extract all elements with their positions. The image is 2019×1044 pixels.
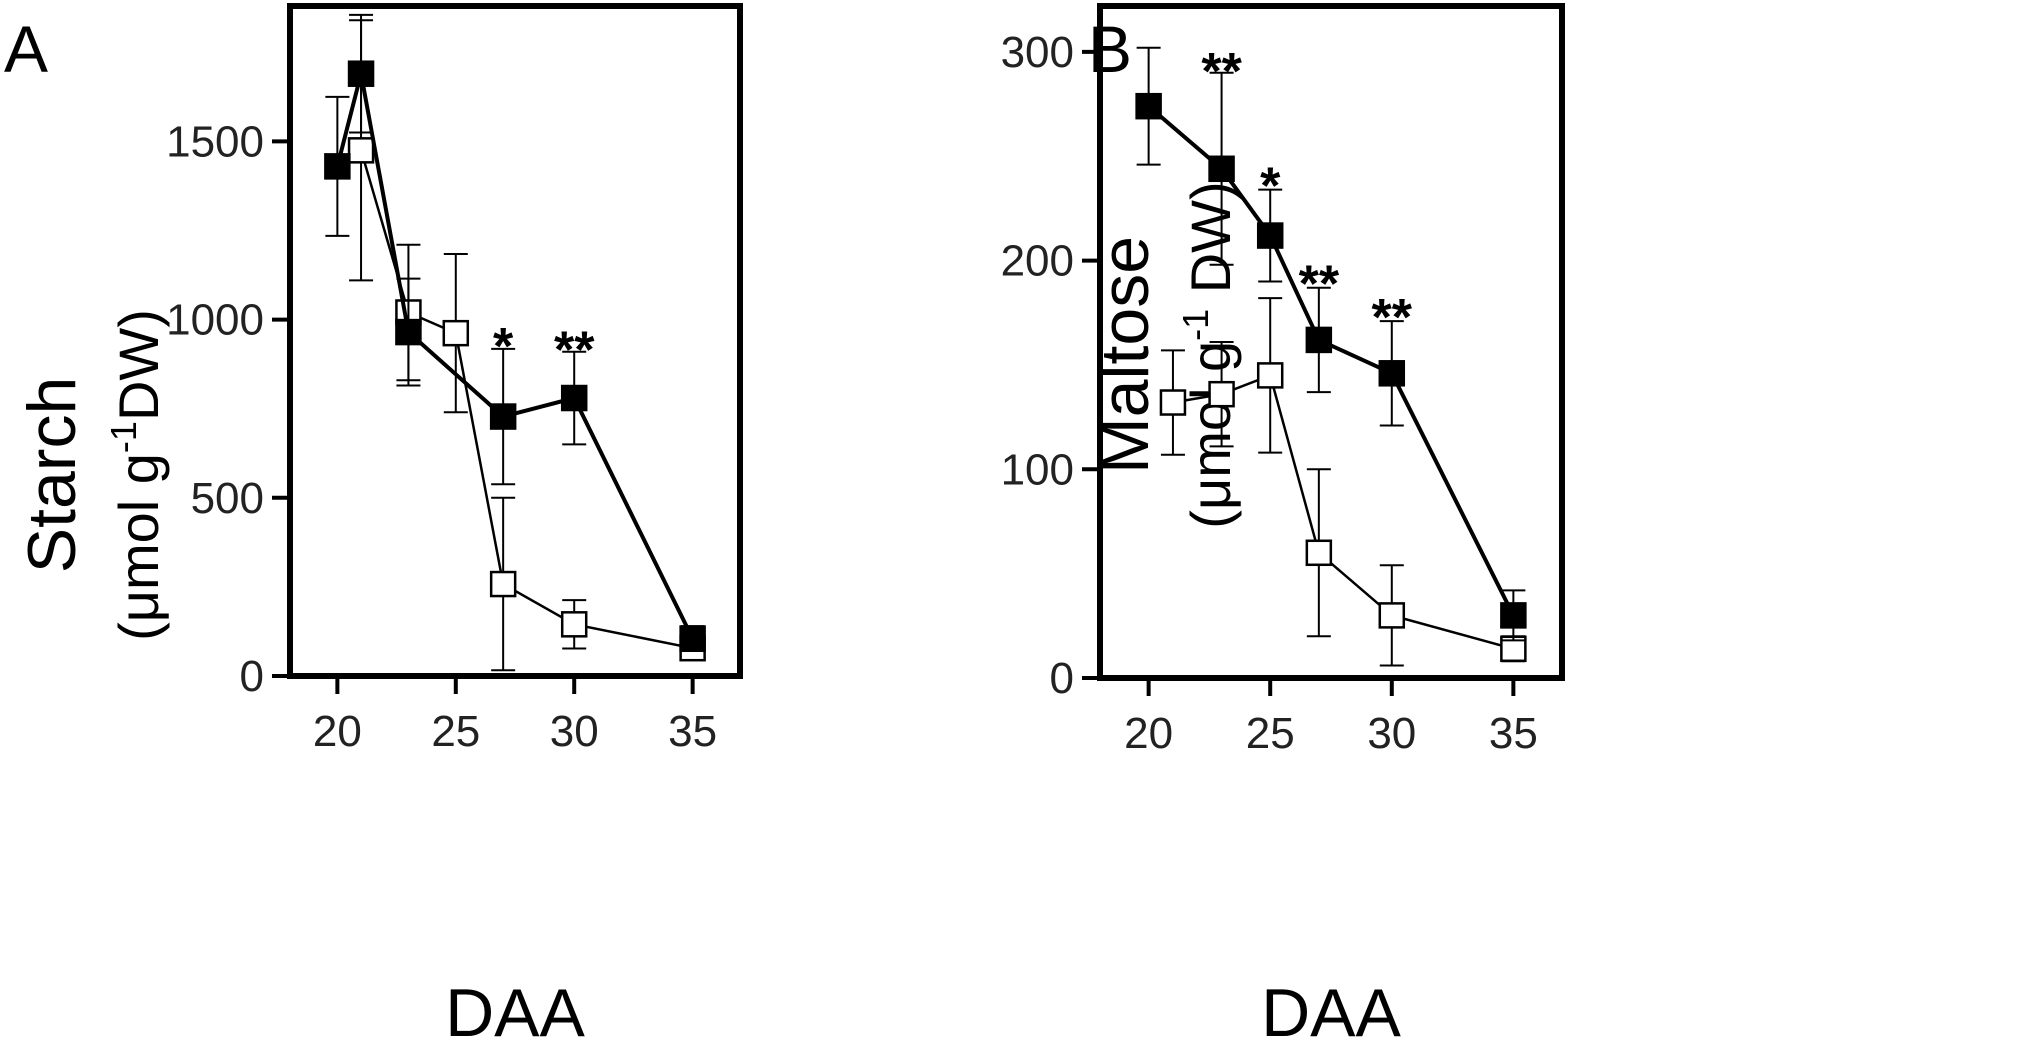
significance-mark-a-0: *: [493, 318, 514, 376]
series-b-filled: [1135, 46, 1527, 642]
unit-post-a: DW): [107, 309, 170, 421]
x-axis-label-a: DAA: [445, 975, 585, 1044]
data-point-b-1-4: [1378, 602, 1406, 629]
y-axis-title-a: Starch: [14, 377, 90, 574]
unit-open-paren-a: (: [107, 622, 170, 641]
data-point-b-1-1: [1208, 380, 1235, 408]
series-line-a-1: [359, 149, 693, 650]
data-point-a-1-4: [560, 611, 588, 638]
panel-letter-b: B: [1088, 12, 1132, 86]
series-a-filled: [324, 13, 706, 653]
unit-mu-a: μ: [107, 590, 170, 622]
y-axis-unit-b: (μmol g-1 DW): [1175, 181, 1242, 528]
data-point-a-1-3: [489, 570, 517, 598]
x-tick-label-a-3: 35: [668, 707, 717, 756]
data-point-b-0-2: [1256, 222, 1284, 249]
data-point-b-1-3: [1305, 539, 1333, 567]
data-point-a-0-5: [679, 625, 706, 652]
x-tick-label-b-0: 20: [1124, 709, 1173, 758]
x-tick-label-a-2: 30: [550, 707, 599, 756]
panel-a: A Starch (μmol g-1DW) 0 500 1000 1500 20 25 30…: [4, 3, 743, 1044]
unit-pre-b: mol g: [1179, 341, 1242, 478]
significance-mark-b-1: *: [1260, 158, 1281, 216]
y-tick-label-a-2: 1000: [166, 296, 264, 345]
significance-mark-b-3: **: [1372, 289, 1413, 347]
data-point-b-0-5: [1500, 602, 1527, 629]
data-point-a-0-3: [489, 403, 517, 430]
unit-sup-a: -1: [103, 421, 144, 453]
y-axis-unit-label-b: (μmol g-1 DW): [1175, 181, 1242, 528]
significance-mark-a-1: **: [554, 322, 595, 380]
unit-mu-b: μ: [1179, 478, 1242, 510]
y-tick-label-a-3: 1500: [166, 117, 264, 166]
y-tick-label-b-2: 200: [1001, 237, 1074, 286]
data-point-b-0-1: [1208, 155, 1235, 183]
data-point-a-0-2: [395, 318, 422, 346]
data-point-a-1-0: [347, 137, 375, 164]
y-axis-unit-label-a: (μmol g-1DW): [103, 309, 170, 641]
data-point-b-0-3: [1305, 326, 1333, 354]
plot-frame-a: [287, 3, 743, 679]
data-point-a-0-0: [324, 153, 351, 180]
significance-mark-b-2: **: [1299, 256, 1340, 314]
y-tick-label-b-1: 100: [1001, 445, 1074, 494]
unit-pre-a: mol g: [107, 453, 170, 590]
data-point-b-1-0: [1159, 389, 1187, 416]
y-tick-label-b-0: 0: [1050, 654, 1074, 703]
plot-frame-b: [1097, 3, 1565, 681]
y-tick-label-b-3: 300: [1001, 28, 1074, 77]
x-tick-label-b-3: 35: [1489, 709, 1538, 758]
data-point-a-0-4: [560, 384, 588, 412]
significance-mark-b-0: **: [1201, 43, 1242, 101]
x-tick-label-b-1: 25: [1246, 709, 1295, 758]
x-tick-label-a-1: 25: [431, 707, 480, 756]
data-point-a-0-1: [347, 60, 375, 87]
unit-open-paren-b: (: [1179, 510, 1242, 529]
series-line-a-0: [335, 73, 695, 640]
x-axis-label-b: DAA: [1261, 975, 1401, 1044]
data-point-b-1-2: [1256, 362, 1284, 389]
panel-letter-a: A: [4, 12, 48, 86]
unit-post-b: DW): [1179, 181, 1242, 309]
y-tick-label-a-1: 500: [191, 474, 264, 523]
x-tick-label-a-0: 20: [313, 707, 362, 756]
y-axis-label-a: Starch: [14, 377, 90, 574]
x-tick-label-b-2: 30: [1367, 709, 1416, 758]
y-axis-unit-a: (μmol g-1DW): [103, 309, 170, 641]
unit-sup-b: -1: [1175, 309, 1216, 341]
data-point-a-1-2: [442, 319, 470, 347]
y-tick-label-a-0: 0: [240, 652, 264, 701]
data-point-b-0-4: [1378, 360, 1406, 387]
data-point-b-0-0: [1135, 92, 1162, 120]
series-b-open: [1159, 297, 1527, 667]
